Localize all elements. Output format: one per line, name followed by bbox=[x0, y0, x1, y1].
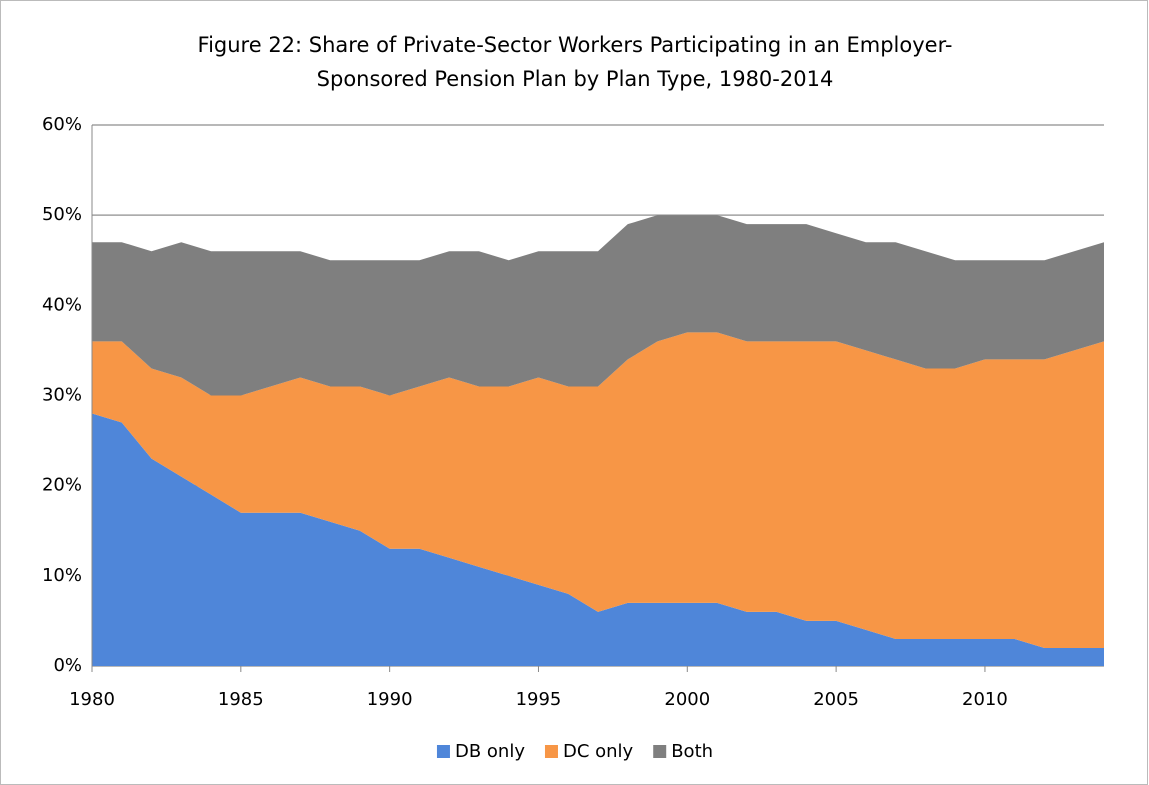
y-tick-label: 10% bbox=[42, 565, 82, 586]
x-tick-label: 1995 bbox=[516, 689, 562, 710]
area bbox=[92, 332, 1104, 648]
chart-title: Sponsored Pension Plan by Plan Type, 198… bbox=[317, 67, 834, 91]
chart-title: Figure 22: Share of Private-Sector Worke… bbox=[198, 33, 953, 57]
y-tick-label: 30% bbox=[42, 385, 82, 406]
x-tick-label: 2000 bbox=[664, 689, 710, 710]
area bbox=[92, 215, 1104, 396]
y-tick-label: 50% bbox=[42, 204, 82, 225]
legend-label: Both bbox=[671, 741, 713, 762]
x-tick-label: 2010 bbox=[962, 689, 1008, 710]
legend-label: DC only bbox=[563, 741, 634, 762]
y-tick-label: 20% bbox=[42, 475, 82, 496]
x-tick-label: 1985 bbox=[218, 689, 264, 710]
y-tick-label: 60% bbox=[42, 114, 82, 135]
y-tick-label: 40% bbox=[42, 294, 82, 315]
x-tick-label: 1990 bbox=[367, 689, 413, 710]
x-tick-label: 1980 bbox=[69, 689, 115, 710]
legend-swatch bbox=[653, 745, 667, 758]
area bbox=[92, 413, 1104, 666]
legend-swatch bbox=[544, 745, 558, 758]
legend: DB only DC only Both bbox=[436, 741, 713, 762]
legend-swatch bbox=[436, 745, 450, 758]
x-tick-label: 2005 bbox=[813, 689, 859, 710]
legend-label: DB only bbox=[455, 741, 525, 762]
y-tick-label: 0% bbox=[53, 655, 82, 676]
